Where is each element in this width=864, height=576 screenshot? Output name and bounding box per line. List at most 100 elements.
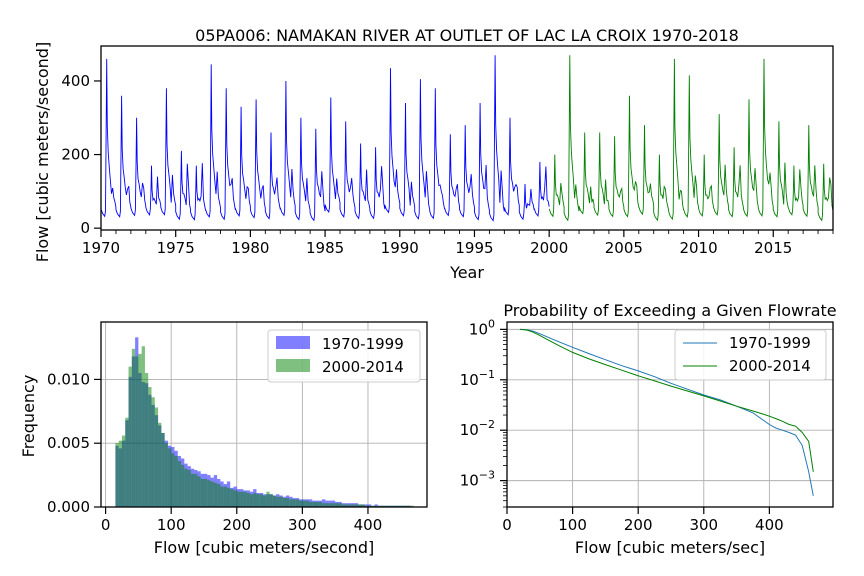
histogram-legend-label-1970: 1970-1999 xyxy=(322,335,404,353)
exceedance-xlabel: Flow [cubic meters/sec] xyxy=(575,538,765,557)
histogram-bar-2000-2014 xyxy=(299,500,303,507)
histogram-ylabel: Frequency xyxy=(19,375,38,458)
exceedance-line-1970-1999 xyxy=(520,328,814,496)
exceedance-panel: Probability of Exceeding a Given Flowrat… xyxy=(460,301,837,557)
exceedance-ytick-label: 100 xyxy=(469,317,495,338)
histogram-bar-1970-1999 xyxy=(367,504,372,507)
histogram-xtick-label: 0 xyxy=(101,516,111,534)
histogram-bar-2000-2014 xyxy=(348,504,352,507)
histogram-bar-2000-2014 xyxy=(312,501,316,507)
histogram-bar-2000-2014 xyxy=(345,504,349,507)
exceedance-xtick-label: 200 xyxy=(624,516,653,534)
histogram-bar-2000-2014 xyxy=(213,482,218,507)
histogram-bar-2000-2014 xyxy=(135,356,139,507)
histogram-bar-2000-2014 xyxy=(351,504,355,507)
histogram-bar-2000-2014 xyxy=(226,487,231,507)
histogram-bar-2000-2014 xyxy=(236,491,241,507)
histogram-xlabel: Flow [cubic meters/second] xyxy=(154,538,374,557)
histogram-bar-2000-2014 xyxy=(246,492,250,507)
timeseries-xtick-label: 1975 xyxy=(157,239,195,257)
histogram-bar-2000-2014 xyxy=(282,498,286,507)
histogram-bar-2000-2014 xyxy=(335,503,339,507)
histogram-bar-2000-2014 xyxy=(164,443,168,507)
histogram-bar-2000-2014 xyxy=(181,464,185,507)
histogram-bar-2000-2014 xyxy=(148,387,152,507)
exceedance-frame xyxy=(506,321,834,508)
histogram-legend-swatch-1970 xyxy=(276,336,310,349)
histogram-bar-2000-2014 xyxy=(125,417,129,507)
histogram-bar-2000-2014 xyxy=(295,499,300,507)
histogram-bar-2000-2014 xyxy=(187,470,191,507)
timeseries-ylabel: Flow [cubic meters/second] xyxy=(33,42,52,262)
histogram-bar-2000-2014 xyxy=(194,473,198,507)
histogram-bar-2000-2014 xyxy=(259,494,264,507)
histogram-bar-2000-2014 xyxy=(361,504,365,507)
timeseries-xlabel: Year xyxy=(449,263,484,282)
timeseries-ytick-label: 200 xyxy=(61,146,90,164)
histogram-bar-2000-2014 xyxy=(154,407,159,507)
histogram-ytick-label: 0.010 xyxy=(47,370,90,388)
histogram-panel: 0 100 200 300 400 0.000 0.005 0.010 Flow [cubic… xyxy=(19,321,428,557)
histogram-bar-2000-2014 xyxy=(266,491,270,507)
histogram-bar-2000-2014 xyxy=(174,455,178,507)
histogram-bar-2000-2014 xyxy=(315,501,319,507)
histogram-bar-2000-2014 xyxy=(243,491,247,507)
timeseries-xtick-label: 2005 xyxy=(605,239,643,257)
histogram-bar-2000-2014 xyxy=(128,366,132,507)
histogram-bar-2000-2014 xyxy=(144,373,149,507)
histogram-bar-2000-2014 xyxy=(190,473,195,507)
histogram-bar-2000-2014 xyxy=(141,346,145,507)
histogram-bar-2000-2014 xyxy=(318,501,323,507)
histogram-bar-2000-2014 xyxy=(302,500,306,507)
histogram-bar-2000-2014 xyxy=(331,503,336,507)
histogram-bar-1970-1999 xyxy=(364,504,368,507)
timeseries-xtick-label: 1990 xyxy=(381,239,419,257)
histogram-xtick-label: 100 xyxy=(157,516,186,534)
histogram-ytick-label: 0.005 xyxy=(47,434,90,452)
timeseries-xtick-label: 2010 xyxy=(679,239,717,257)
histogram-bar-2000-2014 xyxy=(358,504,362,507)
timeseries-title: 05PA006: NAMAKAN RIVER AT OUTLET OF LAC … xyxy=(195,26,739,45)
exceedance-legend-label-1970: 1970-1999 xyxy=(729,334,811,352)
histogram-bar-2000-2014 xyxy=(240,491,244,507)
exceedance-legend: 1970-1999 2000-2014 xyxy=(674,329,827,381)
histogram-bar-2000-2014 xyxy=(328,503,332,507)
histogram-bar-2000-2014 xyxy=(207,480,211,507)
histogram-ytick-label: 0.000 xyxy=(47,498,90,516)
histogram-bar-2000-2014 xyxy=(184,468,188,507)
histogram-bar-2000-2014 xyxy=(279,496,283,507)
exceedance-ytick-label: 10−3 xyxy=(460,469,495,490)
histogram-bar-2000-2014 xyxy=(210,481,214,507)
histogram-bar-2000-2014 xyxy=(203,478,208,507)
histogram-bar-2000-2014 xyxy=(115,443,119,507)
histogram-bar-2000-2014 xyxy=(171,453,175,507)
histogram-bar-2000-2014 xyxy=(118,440,122,507)
histogram-bar-1970-1999 xyxy=(374,504,378,507)
histogram-bar-2000-2014 xyxy=(253,492,257,507)
histogram-bar-2000-2014 xyxy=(131,348,136,507)
histogram-xtick-label: 400 xyxy=(354,516,383,534)
timeseries-ytick-label: 400 xyxy=(61,72,90,90)
timeseries-ticks: 1970 1975 1980 1985 1990 1995 2000 2005 2010 2015… xyxy=(61,72,834,257)
exceedance-title: Probability of Exceeding a Given Flowrat… xyxy=(503,301,836,320)
histogram-bar-2000-2014 xyxy=(121,435,126,507)
histogram-bars xyxy=(115,337,414,507)
histogram-bar-2000-2014 xyxy=(354,504,359,507)
histogram-bar-2000-2014 xyxy=(223,486,227,507)
histogram-xtick-label: 300 xyxy=(288,516,317,534)
exceedance-xtick-label: 300 xyxy=(689,516,718,534)
histogram-bar-2000-2014 xyxy=(233,490,237,507)
timeseries-frame xyxy=(100,45,834,231)
histogram-bar-2000-2014 xyxy=(341,504,346,507)
timeseries-panel: 05PA006: NAMAKAN RIVER AT OUTLET OF LAC … xyxy=(33,26,834,282)
histogram-bar-2000-2014 xyxy=(256,494,260,507)
timeseries-xtick-label: 2000 xyxy=(530,239,568,257)
exceedance-ytick-label: 10−1 xyxy=(460,368,495,389)
histogram-bar-2000-2014 xyxy=(177,461,182,507)
histogram-bar-2000-2014 xyxy=(308,501,313,507)
histogram-bar-2000-2014 xyxy=(217,484,221,507)
histogram-frame xyxy=(100,321,428,508)
histogram-bar-2000-2014 xyxy=(322,503,326,507)
timeseries-ytick-label: 0 xyxy=(80,219,90,237)
timeseries-xtick-label: 1970 xyxy=(82,239,120,257)
